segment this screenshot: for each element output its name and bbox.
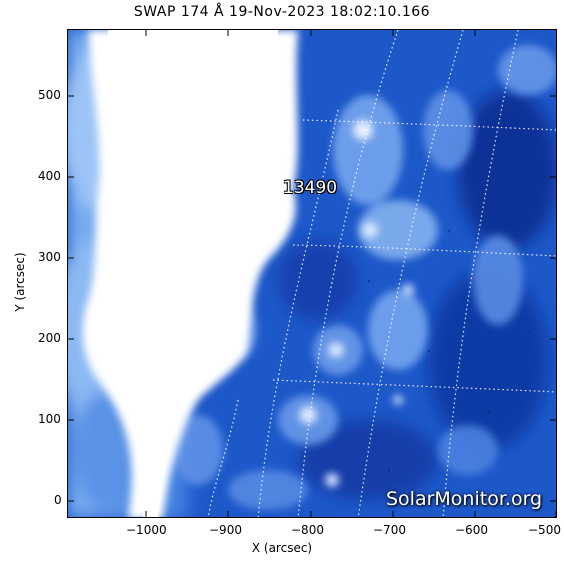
heliographic-grid (207, 30, 556, 517)
x-axis-label: X (arcsec) (251, 541, 313, 555)
x-tick-label: −600 (455, 523, 488, 537)
x-tick-label: −900 (209, 523, 242, 537)
x-tick-label: −500 (528, 523, 561, 537)
y-tick-label: 0 (54, 493, 62, 507)
y-tick-label: 500 (38, 88, 61, 102)
image-title: SWAP 174 Å 19-Nov-2023 18:02:10.166 (133, 4, 431, 20)
bright-points (299, 120, 414, 487)
y-tick-label: 300 (38, 250, 61, 264)
y-tick-label: 100 (38, 412, 61, 426)
solar-image-panel (67, 29, 557, 518)
x-tick-label: −800 (291, 523, 324, 537)
y-tick-label: 200 (38, 331, 61, 345)
watermark-logo: SolarMonitor.org (386, 488, 543, 510)
y-tick-label: 400 (38, 169, 61, 183)
euv-image (68, 30, 556, 517)
limb-core (99, 30, 278, 517)
noise-specks (318, 180, 530, 472)
x-tick-label: −700 (373, 523, 406, 537)
x-tick-label: −1000 (126, 523, 167, 537)
y-axis-label: Y (arcsec) (13, 252, 27, 312)
active-region-label: 13490 (283, 178, 338, 198)
